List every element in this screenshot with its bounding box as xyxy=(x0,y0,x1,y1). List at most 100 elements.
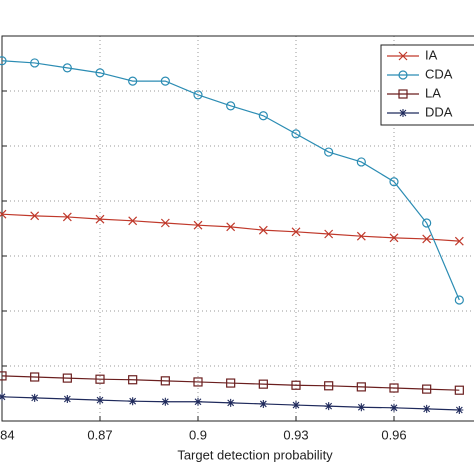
marker-shape xyxy=(30,211,40,221)
marker xyxy=(455,406,464,414)
marker xyxy=(324,402,333,411)
marker-shape xyxy=(160,218,170,228)
marker xyxy=(389,233,399,243)
marker-shape xyxy=(30,372,40,382)
marker xyxy=(422,404,431,413)
marker-shape xyxy=(454,295,464,305)
marker-shape xyxy=(63,395,72,403)
marker-shape xyxy=(324,381,334,391)
marker-shape xyxy=(356,231,366,241)
marker-shape xyxy=(422,384,432,394)
marker xyxy=(0,209,7,219)
marker-shape xyxy=(30,393,39,402)
marker xyxy=(398,51,408,61)
marker xyxy=(193,220,203,230)
marker-shape xyxy=(128,216,138,226)
marker xyxy=(95,68,105,78)
legend-label: CDA xyxy=(425,66,453,81)
marker-shape xyxy=(422,218,432,228)
marker xyxy=(128,397,137,406)
marker-shape xyxy=(226,378,236,388)
marker-shape xyxy=(291,227,301,237)
marker xyxy=(389,177,399,187)
marker-shape xyxy=(95,68,105,78)
marker xyxy=(30,58,40,68)
marker xyxy=(95,374,105,384)
legend-label: DDA xyxy=(425,104,453,119)
marker xyxy=(226,222,236,232)
marker-shape xyxy=(390,403,398,412)
marker-shape xyxy=(193,90,203,100)
marker-shape xyxy=(0,209,7,219)
legend-label: LA xyxy=(425,85,441,100)
marker-shape xyxy=(324,147,334,157)
marker xyxy=(30,211,40,221)
marker-shape xyxy=(193,220,203,230)
marker-shape xyxy=(389,177,399,187)
marker xyxy=(356,382,366,392)
marker-shape xyxy=(422,404,431,413)
marker-shape xyxy=(398,70,408,80)
marker xyxy=(291,380,301,390)
marker xyxy=(193,90,203,100)
marker xyxy=(226,101,236,111)
series-line xyxy=(1,60,460,301)
marker-shape xyxy=(160,376,170,386)
marker-shape xyxy=(193,377,203,387)
marker-shape xyxy=(324,402,333,411)
legend-label: IA xyxy=(425,47,438,62)
marker-shape xyxy=(62,212,72,222)
marker-shape xyxy=(389,233,399,243)
marker-shape xyxy=(454,385,464,395)
marker-shape xyxy=(398,51,408,61)
marker-shape xyxy=(398,89,408,99)
marker xyxy=(324,229,334,239)
marker xyxy=(0,392,6,401)
marker-shape xyxy=(0,392,6,401)
marker xyxy=(194,397,202,406)
marker-shape xyxy=(226,398,235,407)
marker-shape xyxy=(62,63,72,73)
marker xyxy=(422,218,432,228)
marker-shape xyxy=(226,222,236,232)
marker-shape xyxy=(455,406,464,414)
marker-shape xyxy=(292,401,300,410)
legend-box xyxy=(380,44,474,126)
marker-shape xyxy=(0,56,7,66)
marker xyxy=(96,396,104,405)
marker xyxy=(258,225,268,235)
marker xyxy=(454,385,464,395)
x-tick-label: 0.93 xyxy=(283,427,308,442)
marker-shape xyxy=(324,229,334,239)
marker-shape xyxy=(356,382,366,392)
marker xyxy=(454,236,464,246)
marker xyxy=(160,218,170,228)
marker-shape xyxy=(128,375,138,385)
marker xyxy=(291,129,301,139)
marker-shape xyxy=(258,111,268,121)
marker xyxy=(399,109,407,117)
marker-shape xyxy=(259,399,268,408)
marker xyxy=(95,214,105,224)
x-tick-label: 0.96 xyxy=(381,427,406,442)
marker xyxy=(390,403,398,412)
marker xyxy=(324,147,334,157)
marker-shape xyxy=(0,371,7,381)
marker xyxy=(357,403,366,412)
x-tick-label: 0.9 xyxy=(189,427,207,442)
marker xyxy=(128,216,138,226)
marker-shape xyxy=(258,225,268,235)
marker-shape xyxy=(128,397,137,406)
marker-shape xyxy=(30,58,40,68)
marker xyxy=(258,111,268,121)
marker xyxy=(0,56,7,66)
marker-shape xyxy=(389,383,399,393)
marker xyxy=(63,395,72,403)
marker xyxy=(30,393,39,402)
marker-shape xyxy=(258,379,268,389)
marker xyxy=(398,70,408,80)
marker xyxy=(160,376,170,386)
marker xyxy=(324,381,334,391)
marker-shape xyxy=(226,101,236,111)
